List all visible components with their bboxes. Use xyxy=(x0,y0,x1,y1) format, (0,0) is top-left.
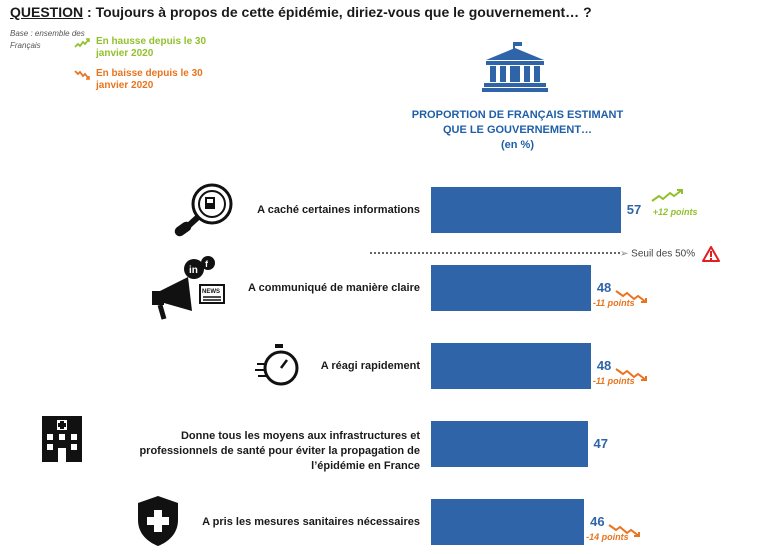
question: QUESTION : Toujours à propos de cette ép… xyxy=(10,4,592,20)
hospital-icon xyxy=(42,416,82,462)
bar-value-label: 48 xyxy=(596,280,612,295)
proportion-title-line2: QUE LE GOUVERNEMENT… xyxy=(442,124,593,136)
svg-text:NEWS: NEWS xyxy=(202,289,220,295)
legend-down-text: En baisse depuis le 30 janvier 2020 xyxy=(96,68,203,91)
threshold-line xyxy=(370,252,620,254)
stopwatch-icon xyxy=(255,344,299,386)
bar-label: Donne tous les moyens aux infrastructure… xyxy=(139,430,420,472)
legend-down: En baisse depuis le 30 janvier 2020 xyxy=(74,68,216,92)
bar xyxy=(431,187,621,233)
threshold-arrow-icon: ➢ xyxy=(620,248,629,260)
bar xyxy=(431,421,588,467)
threshold-label: ➢ Seuil des 50% xyxy=(620,246,720,262)
bar-label: A pris les mesures sanitaires nécessaire… xyxy=(202,516,420,528)
proportion-title-line1: PROPORTION DE FRANÇAIS ESTIMANT xyxy=(411,109,624,121)
question-prefix: QUESTION xyxy=(10,4,84,20)
bar-value-label: 47 xyxy=(593,436,608,451)
warning-icon xyxy=(701,246,720,262)
svg-text:in: in xyxy=(189,265,198,276)
shield-cross-icon xyxy=(138,496,178,546)
threshold-text: Seuil des 50% xyxy=(631,248,696,260)
svg-text:f: f xyxy=(205,259,209,269)
trend-down-icon xyxy=(615,368,647,381)
base-note: Base : ensemble des Français xyxy=(10,29,85,50)
trend-up-icon xyxy=(74,38,90,48)
proportion-title: PROPORTION DE FRANÇAIS ESTIMANT QUE LE G… xyxy=(395,108,640,153)
legend-up: En hausse depuis le 30 janvier 2020 xyxy=(74,36,216,60)
trend-down-icon xyxy=(74,70,90,80)
change-label: -11 points xyxy=(592,376,635,386)
change-label: +12 points xyxy=(652,207,698,217)
question-text: : Toujours à propos de cette épidémie, d… xyxy=(83,4,592,20)
bar-value-label: 46 xyxy=(590,514,605,529)
bar xyxy=(431,343,591,389)
trend-up-icon xyxy=(651,189,683,202)
bar-label: A communiqué de manière claire xyxy=(248,282,420,294)
proportion-title-line3: (en %) xyxy=(501,139,534,151)
bar-label: A caché certaines informations xyxy=(257,204,420,216)
bar-value-label: 48 xyxy=(596,358,612,373)
change-label: -11 points xyxy=(592,298,635,308)
bar-value-label: 57 xyxy=(626,202,642,217)
bar xyxy=(431,265,591,311)
change-label: -14 points xyxy=(586,532,629,542)
trend-down-icon xyxy=(608,524,641,537)
bar xyxy=(431,499,585,545)
government-building-icon xyxy=(482,42,548,92)
trend-down-icon xyxy=(615,290,647,303)
bar-label: A réagi rapidement xyxy=(320,360,420,372)
magnifier-icon xyxy=(174,183,233,237)
megaphone-icon: in f NEWS xyxy=(152,256,225,320)
legend-up-text: En hausse depuis le 30 janvier 2020 xyxy=(96,36,207,59)
